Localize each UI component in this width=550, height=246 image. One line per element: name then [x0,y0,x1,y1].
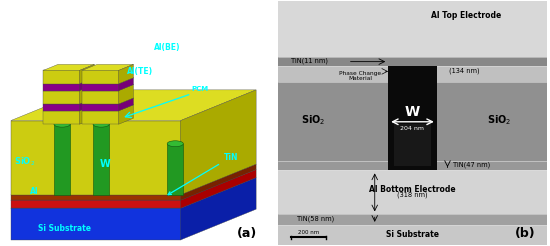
Polygon shape [82,64,134,70]
Polygon shape [180,169,256,208]
Polygon shape [80,64,95,84]
Polygon shape [82,98,134,104]
Polygon shape [80,78,95,91]
Polygon shape [119,105,134,124]
Polygon shape [43,104,80,111]
Polygon shape [119,85,134,104]
Polygon shape [11,178,256,208]
Polygon shape [82,105,134,111]
Bar [93,124,109,195]
Polygon shape [43,64,95,70]
Polygon shape [11,200,180,208]
Text: (134 nm): (134 nm) [449,67,480,74]
Polygon shape [82,104,119,111]
Text: (b): (b) [515,228,536,240]
Polygon shape [11,169,256,200]
Polygon shape [43,84,80,91]
Polygon shape [119,78,134,91]
Polygon shape [43,70,80,84]
Bar [54,124,70,195]
Bar [278,57,547,66]
Polygon shape [180,178,256,240]
Polygon shape [11,208,180,240]
Text: Si Substrate: Si Substrate [38,224,91,233]
Text: TiN: TiN [168,153,238,195]
Ellipse shape [54,121,70,127]
Bar [278,82,547,161]
Polygon shape [43,98,95,104]
Polygon shape [43,111,80,124]
Bar [278,225,547,245]
Polygon shape [11,164,256,195]
Polygon shape [80,98,95,111]
Polygon shape [80,105,95,124]
Text: Al(TE): Al(TE) [126,67,153,76]
Text: 200 nm: 200 nm [298,230,320,234]
Text: SiO$_2$: SiO$_2$ [14,155,35,168]
Polygon shape [82,85,134,91]
Polygon shape [180,164,256,200]
Text: Al Top Electrode: Al Top Electrode [431,11,502,20]
Text: TiN(58 nm): TiN(58 nm) [296,216,334,222]
Bar [278,170,547,214]
Text: TiN(11 nm): TiN(11 nm) [291,58,328,64]
Text: Al: Al [30,187,38,196]
Text: 204 nm: 204 nm [400,126,425,131]
Text: (318 nm): (318 nm) [397,192,428,198]
Polygon shape [82,70,119,84]
Text: Al(BE): Al(BE) [153,43,180,52]
Ellipse shape [167,141,183,147]
Polygon shape [119,64,134,84]
Polygon shape [82,84,119,91]
Text: TiN(47 nm): TiN(47 nm) [453,162,490,168]
Polygon shape [180,90,256,195]
Text: Al Bottom Electrode: Al Bottom Electrode [369,185,456,195]
Text: SiO$_2$: SiO$_2$ [487,114,511,127]
Polygon shape [119,98,134,111]
Bar [388,66,437,170]
Polygon shape [43,105,95,111]
Polygon shape [82,111,119,124]
Bar [278,214,547,225]
Polygon shape [82,91,119,104]
Text: W: W [100,159,111,169]
Polygon shape [11,90,256,121]
Ellipse shape [93,121,109,127]
Polygon shape [82,78,134,84]
Polygon shape [11,121,180,195]
Polygon shape [80,85,95,104]
Polygon shape [11,195,180,200]
Bar [278,1,547,57]
Bar [278,66,547,82]
Polygon shape [43,78,95,84]
Text: Si Substrate: Si Substrate [386,230,439,239]
Bar [167,144,183,195]
Text: (a): (a) [237,228,257,240]
Polygon shape [43,91,80,104]
Polygon shape [43,85,95,91]
Text: PCM: PCM [191,86,208,92]
Bar [278,161,547,170]
Text: SiO$_2$: SiO$_2$ [301,114,325,127]
Text: W: W [405,105,420,119]
Text: Phase Change
Material: Phase Change Material [339,71,381,81]
Bar [394,124,431,166]
